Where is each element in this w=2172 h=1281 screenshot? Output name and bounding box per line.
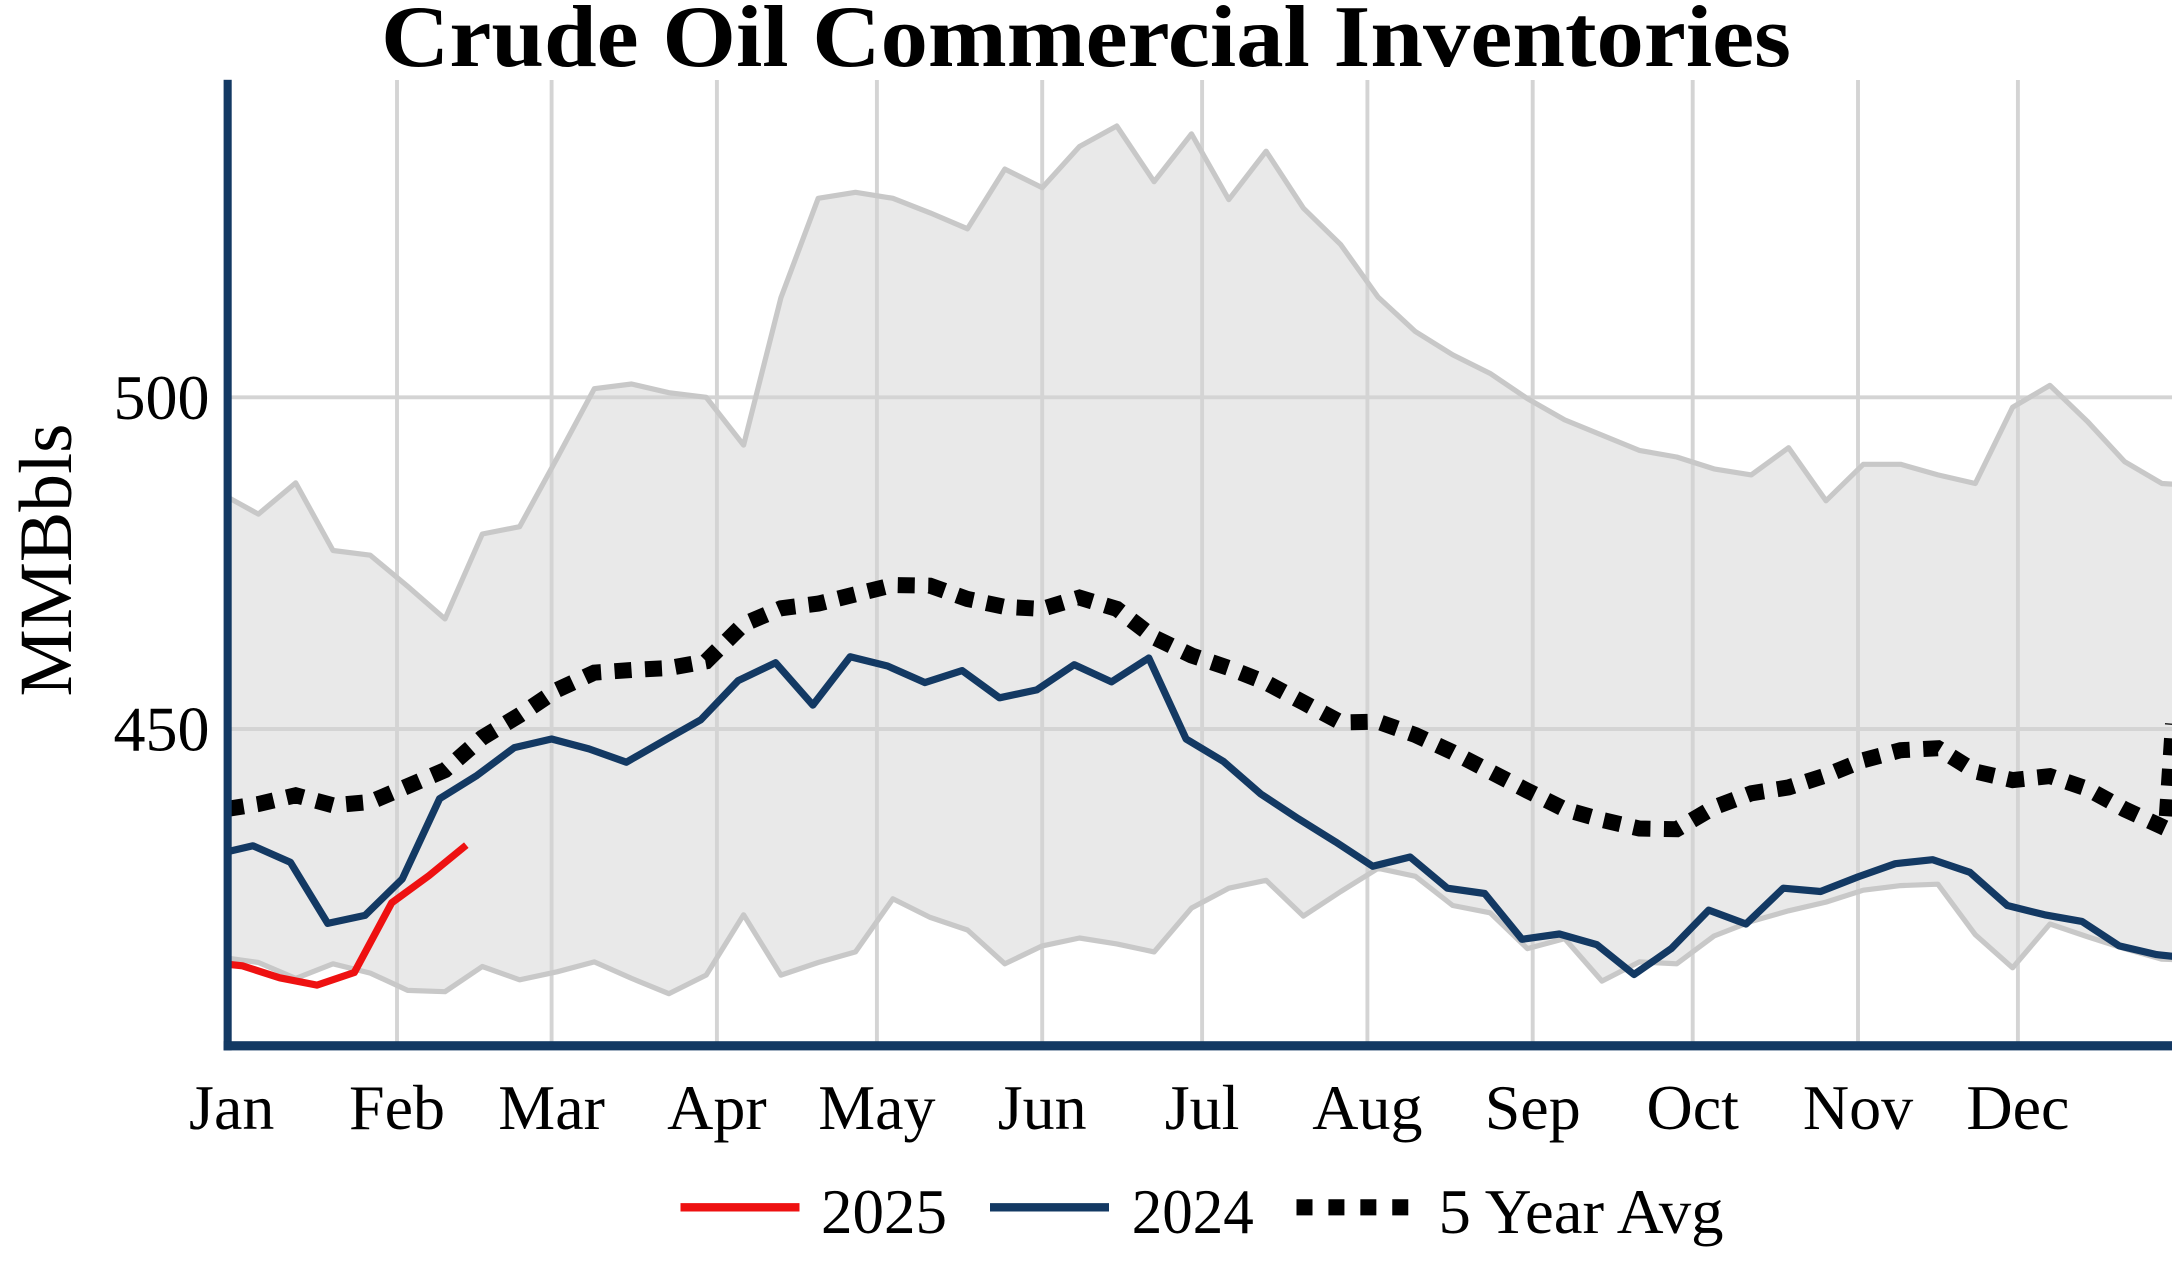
svg-text:2024: 2024: [1132, 1176, 1254, 1247]
svg-text:500: 500: [114, 362, 210, 433]
svg-text:Aug: Aug: [1312, 1072, 1422, 1143]
svg-text:Jul: Jul: [1165, 1072, 1240, 1143]
svg-text:Crude Oil Commercial Inventori: Crude Oil Commercial Inventories: [381, 0, 1791, 86]
svg-text:Oct: Oct: [1646, 1072, 1739, 1143]
svg-text:450: 450: [114, 694, 210, 765]
svg-text:May: May: [818, 1072, 935, 1143]
svg-text:Jan: Jan: [189, 1072, 274, 1143]
svg-text:Jun: Jun: [998, 1072, 1087, 1143]
svg-text:Sep: Sep: [1485, 1072, 1581, 1143]
svg-text:MMBbls: MMBbls: [5, 424, 88, 697]
svg-text:Mar: Mar: [498, 1072, 605, 1143]
svg-text:Apr: Apr: [667, 1072, 767, 1143]
svg-text:2025: 2025: [821, 1176, 947, 1247]
svg-text:5 Year Avg: 5 Year Avg: [1439, 1176, 1724, 1247]
svg-text:Dec: Dec: [1966, 1072, 2069, 1143]
svg-text:Nov: Nov: [1803, 1072, 1913, 1143]
svg-text:Feb: Feb: [349, 1072, 445, 1143]
